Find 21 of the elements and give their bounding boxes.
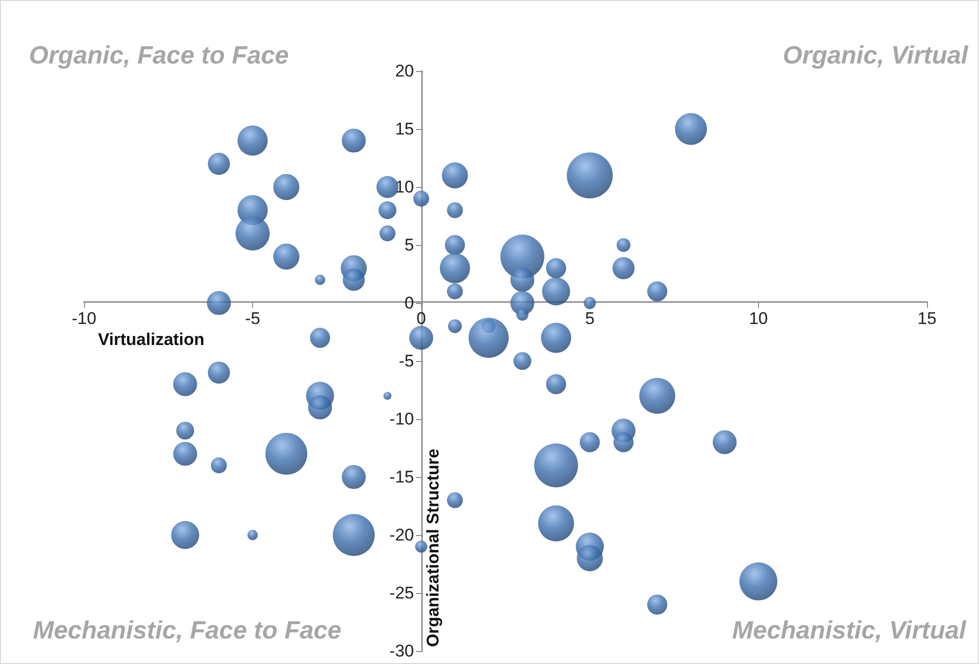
text: Organic, Virtual [782, 42, 970, 70]
x-tick-label: 10 [748, 308, 768, 328]
x-tick-label: -5 [245, 308, 260, 328]
y-tick-label: 0 [404, 294, 414, 312]
x-tick-label: -10 [72, 308, 96, 328]
y-tick-label: 20 [395, 62, 414, 80]
annotation: Mechanistic, Virtual [732, 616, 968, 644]
text: Organic, Face to Face [29, 42, 289, 70]
x-tick-label: 5 [585, 308, 595, 328]
y-tick-label: 5 [404, 236, 414, 254]
x-axis-title: Virtualization [98, 330, 204, 349]
y-tick-label: -25 [389, 584, 414, 602]
y-tick-label: -30 [389, 642, 414, 660]
y-tick-label: -5 [398, 352, 414, 370]
y-tick-label: 15 [395, 120, 414, 138]
y-tick-label: -10 [389, 410, 414, 428]
y-tick-label: -20 [389, 526, 414, 544]
y-axis-title: Organizational Structure [424, 448, 443, 647]
x-tick-label: 15 [918, 308, 936, 328]
y-tick-label: -15 [389, 468, 414, 486]
annotation: Mechanistic, Face to Face [33, 616, 342, 644]
